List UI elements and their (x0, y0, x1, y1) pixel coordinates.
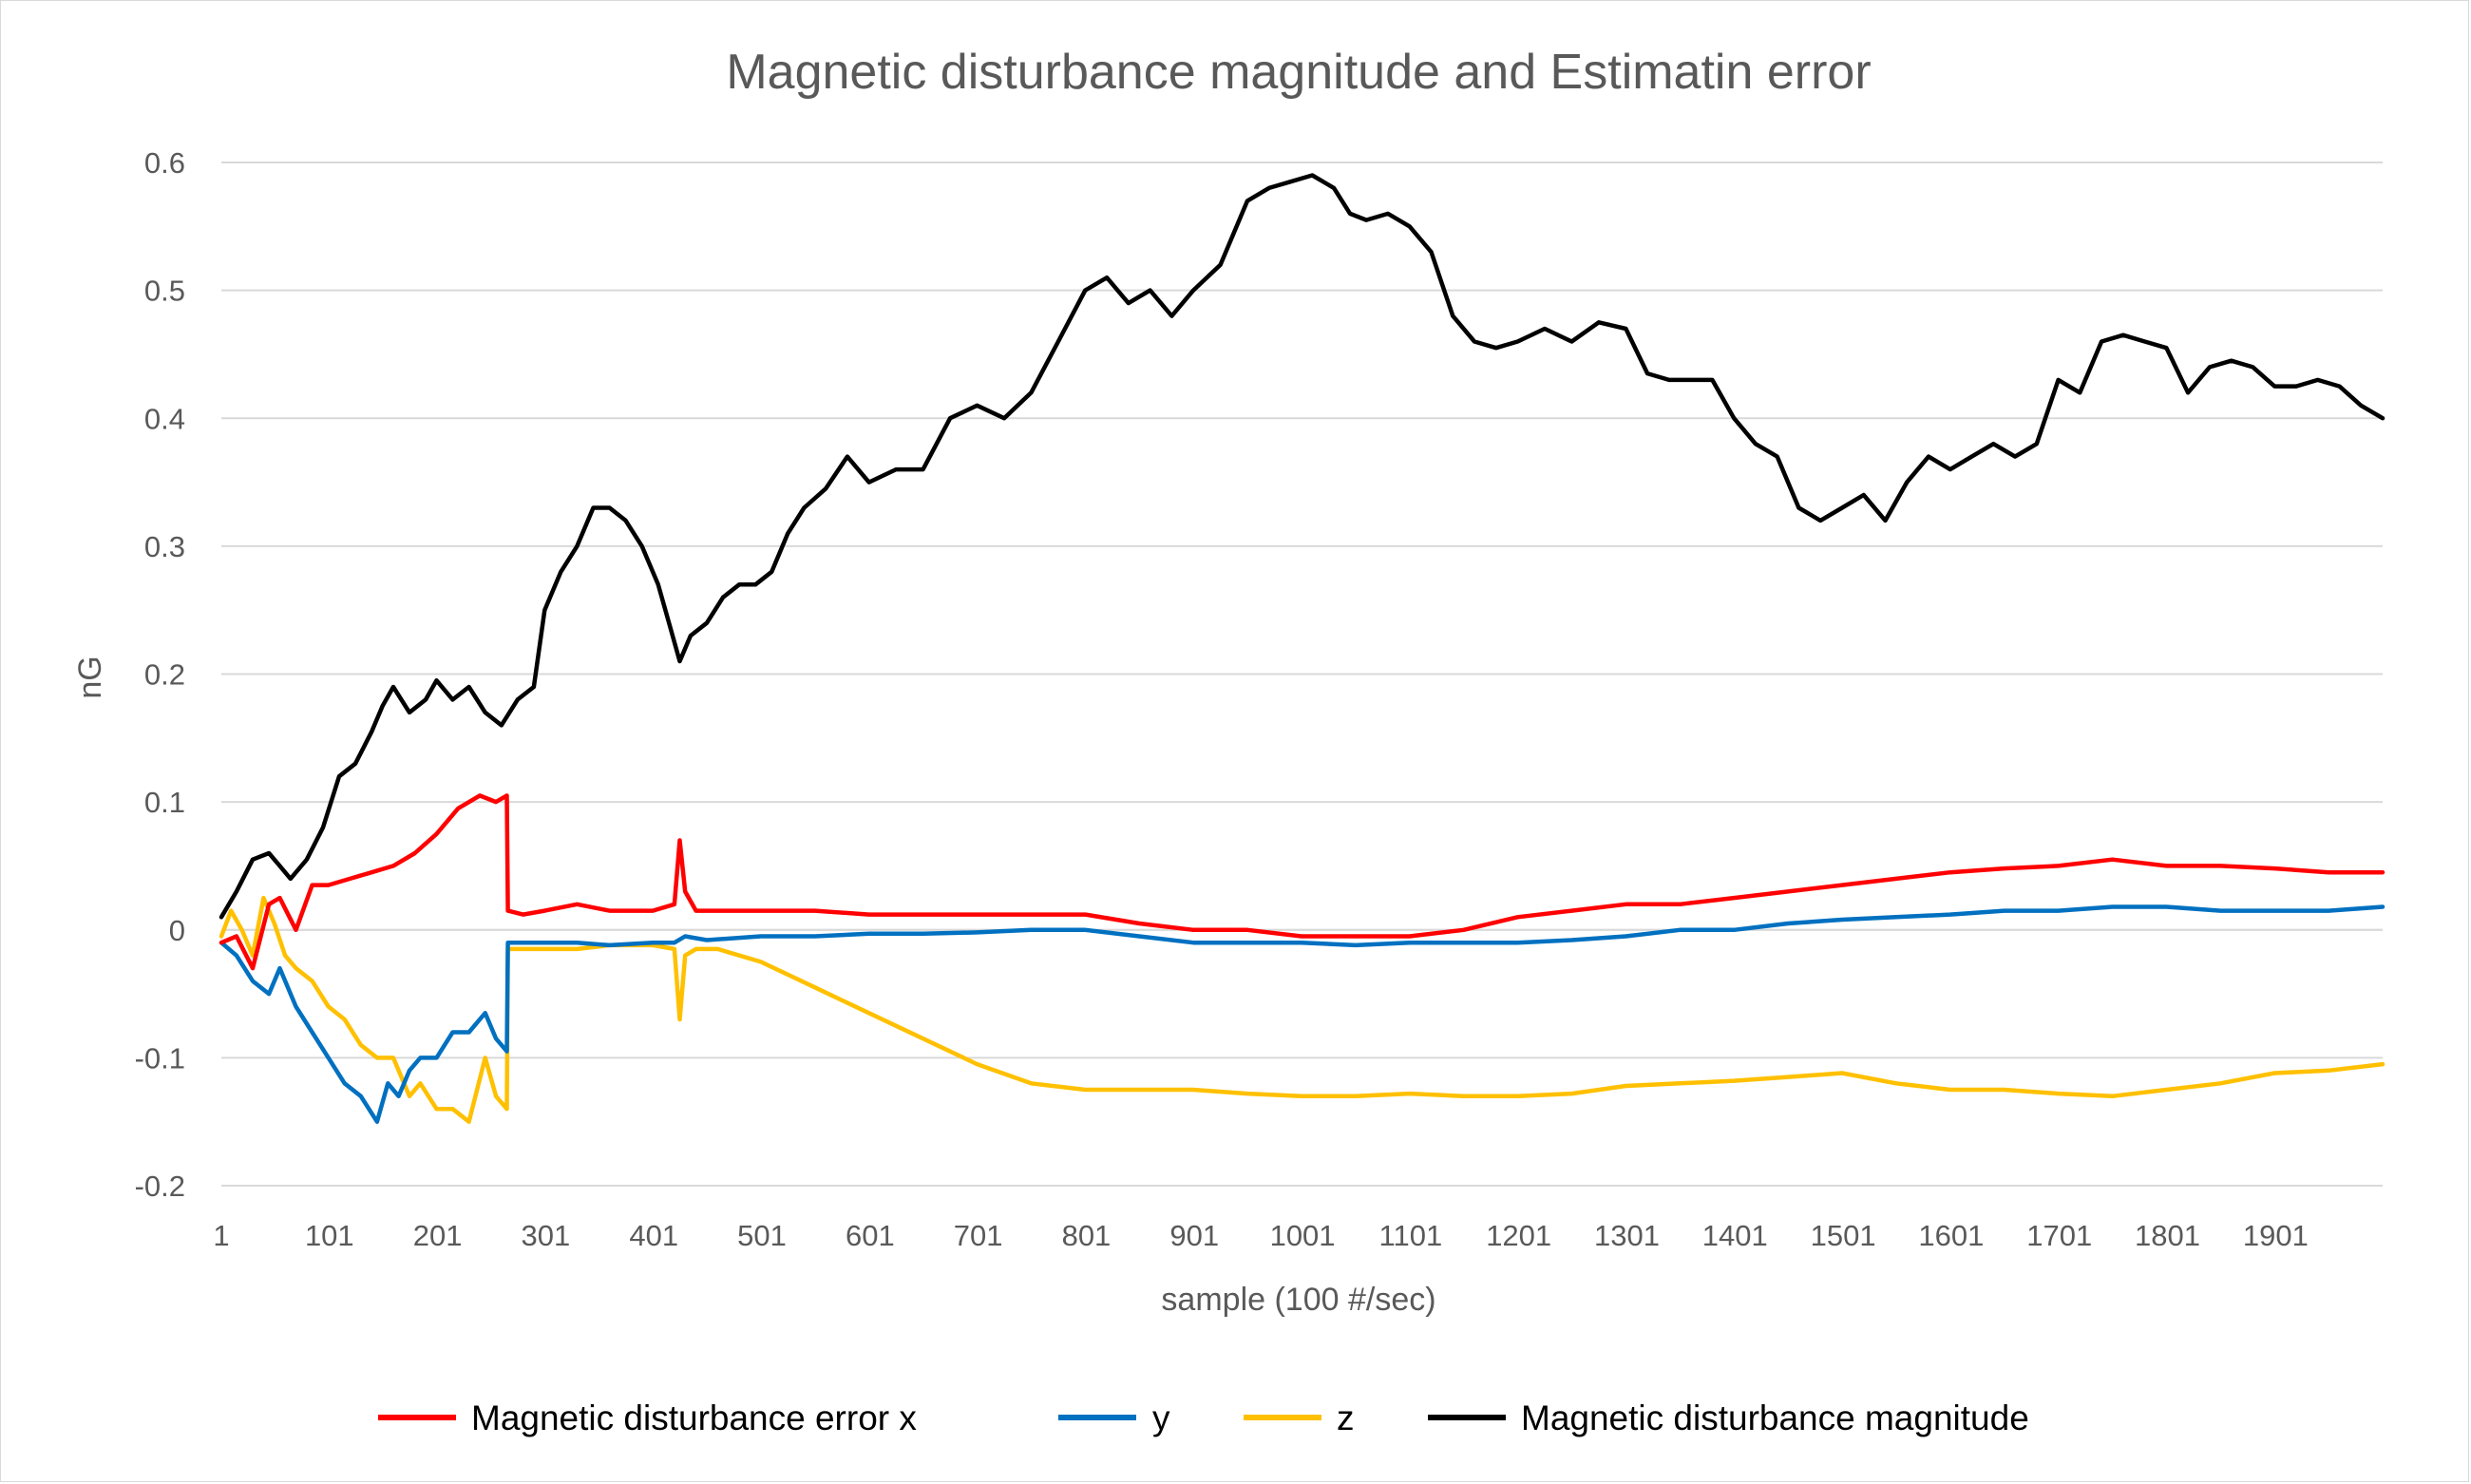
chart-title: Magnetic disturbance magnitude and Estim… (726, 45, 1871, 100)
x-tick-label: 501 (737, 1219, 787, 1252)
x-tick-label: 201 (413, 1219, 463, 1252)
legend-label: y (1152, 1398, 1170, 1437)
x-tick-label: 1101 (1379, 1219, 1443, 1252)
x-tick-label: 1201 (1486, 1219, 1551, 1252)
x-tick-label: 1801 (2135, 1219, 2200, 1252)
x-tick-label: 701 (954, 1219, 1003, 1252)
y-tick-label: 0.2 (144, 658, 185, 692)
x-tick-label: 1001 (1270, 1219, 1336, 1252)
x-axis-title: sample (100 #/sec) (1161, 1282, 1435, 1318)
x-tick-label: 1401 (1702, 1219, 1768, 1252)
x-tick-label: 1501 (1811, 1219, 1876, 1252)
y-tick-label: -0.1 (135, 1041, 185, 1075)
series-line-0 (219, 793, 2385, 971)
y-tick-label: 0 (169, 914, 185, 947)
legend: Magnetic disturbance error x y z Magnetic d… (378, 1398, 2029, 1437)
x-tick-label: 1301 (1594, 1219, 1660, 1252)
y-axis-title: nG (72, 656, 108, 698)
y-tick-label: 0.6 (144, 146, 185, 180)
x-tick-label: 301 (522, 1219, 571, 1252)
y-axis-ticks: -0.2 -0.1 0 0.1 0.2 0.3 0.4 0.5 0.6 (135, 146, 185, 1203)
x-tick-label: 401 (629, 1219, 678, 1252)
y-tick-label: -0.2 (135, 1170, 185, 1203)
y-tick-label: 0.1 (144, 786, 185, 819)
x-tick-label: 101 (305, 1219, 354, 1252)
series-line-1 (219, 904, 2385, 1124)
x-tick-label: 1601 (1918, 1219, 1984, 1252)
series-line-2 (219, 895, 2385, 1124)
legend-label: z (1337, 1398, 1355, 1437)
x-tick-label: 1901 (2243, 1219, 2309, 1252)
legend-label: Magnetic disturbance magnitude (1521, 1398, 2029, 1437)
x-tick-label: 1701 (2026, 1219, 2092, 1252)
x-tick-label: 801 (1062, 1219, 1112, 1252)
series-lines (219, 173, 2385, 1124)
x-tick-label: 601 (846, 1219, 895, 1252)
legend-label: Magnetic disturbance error x (471, 1398, 917, 1437)
y-tick-label: 0.5 (144, 275, 185, 308)
x-axis-ticks: 1 101 201 301 401 501 601 701 801 901 1001 1101 1201… (213, 1219, 2308, 1252)
x-tick-label: 1 (213, 1219, 229, 1252)
series-line-3 (219, 173, 2385, 920)
y-tick-label: 0.4 (144, 402, 185, 435)
x-tick-label: 901 (1169, 1219, 1219, 1252)
y-tick-label: 0.3 (144, 530, 185, 563)
gridlines (221, 162, 2383, 1187)
